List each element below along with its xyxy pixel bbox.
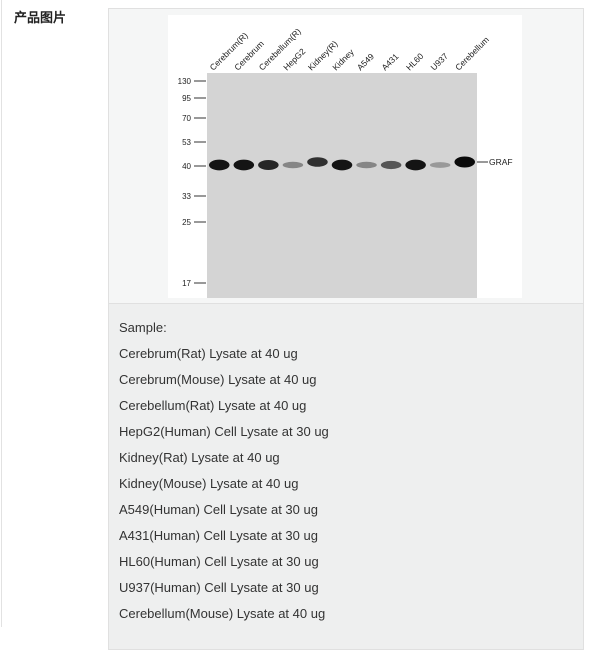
band xyxy=(356,161,377,169)
caption-line: HL60(Human) Cell Lysate at 30 ug xyxy=(119,554,319,569)
caption-line: Cerebrum(Rat) Lysate at 40 ug xyxy=(119,346,298,361)
target-label: GRAF xyxy=(489,157,513,167)
band xyxy=(307,157,328,167)
band xyxy=(331,159,353,171)
band xyxy=(209,159,230,171)
left-border xyxy=(1,0,2,627)
marker-label: 17 xyxy=(182,279,191,288)
western-blot-image: Cerebrum(R)CerebrumCerebellum(R)HepG2Kid… xyxy=(168,15,522,298)
band xyxy=(405,159,426,171)
band xyxy=(233,159,255,171)
marker-label: 53 xyxy=(182,138,191,147)
caption-line: Kidney(Mouse) Lysate at 40 ug xyxy=(119,476,299,491)
caption-line: HepG2(Human) Cell Lysate at 30 ug xyxy=(119,424,329,439)
section-label: 产品图片 xyxy=(14,10,67,25)
band xyxy=(258,160,279,170)
image-area: Cerebrum(R) Cerebrum Cerebellum(R) HepG2 Kid… xyxy=(109,9,583,304)
caption-line: A549(Human) Cell Lysate at 30 ug xyxy=(119,502,318,517)
product-image-panel: Cerebrum(R) Cerebrum Cerebellum(R) HepG2 Kid… xyxy=(108,8,584,650)
marker-label: 25 xyxy=(182,218,191,227)
band xyxy=(454,156,475,168)
caption-heading: Sample: xyxy=(119,320,167,335)
band xyxy=(380,160,402,170)
marker-label: 95 xyxy=(182,94,191,103)
marker-label: 70 xyxy=(182,114,191,123)
caption-line: Cerebrum(Mouse) Lysate at 40 ug xyxy=(119,372,317,387)
sample-caption: Sample: Cerebrum(Rat) Lysate at 40 ug Cer… xyxy=(119,319,329,621)
caption-line: Cerebellum(Mouse) Lysate at 40 ug xyxy=(119,606,326,621)
band xyxy=(282,161,304,169)
caption-line: U937(Human) Cell Lysate at 30 ug xyxy=(119,580,319,595)
caption-line: Kidney(Rat) Lysate at 40 ug xyxy=(119,450,280,465)
caption-line: Cerebellum(Rat) Lysate at 40 ug xyxy=(119,398,307,413)
band xyxy=(429,162,451,168)
blot-membrane xyxy=(207,73,477,298)
marker-label: 130 xyxy=(178,77,192,86)
marker-label: 33 xyxy=(182,192,191,201)
caption-line: A431(Human) Cell Lysate at 30 ug xyxy=(119,528,318,543)
marker-label: 40 xyxy=(182,162,191,171)
